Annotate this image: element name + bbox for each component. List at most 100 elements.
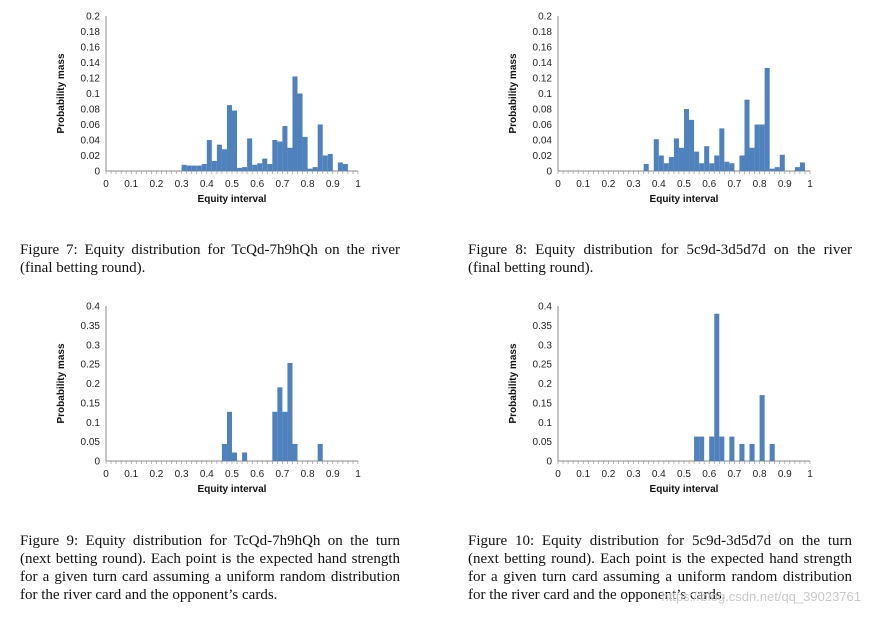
bar <box>704 146 710 171</box>
bar <box>272 140 278 171</box>
figure-8-caption: Figure 8: Equity distribution for 5c9d-3… <box>468 242 852 276</box>
y-tick-label: 0.14 <box>533 58 553 69</box>
bar <box>653 139 659 171</box>
bar <box>719 128 725 171</box>
figure-9-caption: Figure 9: Equity distribution for TcQd-7… <box>20 533 400 603</box>
bar <box>764 67 770 171</box>
x-tick-label: 0.6 <box>250 469 264 480</box>
bar <box>729 163 735 171</box>
y-tick-label: 0.3 <box>538 340 552 351</box>
bar <box>668 157 674 171</box>
x-tick-label: 1 <box>355 179 361 190</box>
figure-10-plot: 0.4 0.35 0.3 0.25 0.2 0.15 0.1 0.05 00 0.1 0.2 0.3 0… <box>508 302 813 496</box>
y-tick-label: 0.04 <box>533 136 553 147</box>
x-tick-label: 0.2 <box>149 179 163 190</box>
y-tick-label: 0 <box>546 457 552 468</box>
bar <box>327 153 333 171</box>
y-tick-label: 0.2 <box>538 12 552 23</box>
x-tick-label: 1 <box>807 469 813 480</box>
x-tick-label: 0.8 <box>753 469 767 480</box>
bar <box>799 162 805 171</box>
x-tick-label: 0.2 <box>601 469 615 480</box>
x-tick-label: 0.3 <box>175 469 189 480</box>
bar <box>216 144 222 171</box>
x-tick-label: 0.8 <box>301 179 315 190</box>
y-tick-label: 0.35 <box>81 321 101 332</box>
bar <box>684 109 690 171</box>
bar <box>257 163 263 171</box>
bar <box>724 161 730 171</box>
bar <box>287 147 293 171</box>
x-tick-label: 0.3 <box>627 469 641 480</box>
bar <box>317 124 323 171</box>
bar <box>342 164 348 171</box>
bar <box>272 411 278 461</box>
bar <box>714 313 720 461</box>
bar <box>719 436 725 461</box>
y-tick-label: 0.14 <box>81 58 101 69</box>
y-tick-label: 0.15 <box>533 398 553 409</box>
x-tick-label: 0.1 <box>124 179 138 190</box>
bar <box>221 149 227 171</box>
figure-7-chart: 0.2 0.18 0.16 0.14 0.12 0.1 0.08 0.06 0.04 0.02 0 0… <box>50 8 370 208</box>
y-tick-label: 0.1 <box>538 418 552 429</box>
figure-9-chart: 0.4 0.35 0.3 0.25 0.2 0.15 0.1 0.05 0 0 0.1 0.2 0.3 0… <box>50 298 370 503</box>
bar <box>242 167 248 171</box>
bar <box>759 395 765 461</box>
bar <box>226 105 232 171</box>
figure-7-caption: Figure 7: Equity distribution for TcQd-7… <box>20 242 400 276</box>
y-axis-title: Probability mass <box>508 53 519 133</box>
x-tick-label: 0.9 <box>778 179 792 190</box>
figure-10-chart: 0.4 0.35 0.3 0.25 0.2 0.15 0.1 0.05 0 0 0.1 0.2 0.3 0… <box>502 298 822 503</box>
bar <box>749 443 755 461</box>
y-tick-label: 0.15 <box>81 398 101 409</box>
bar <box>729 436 735 461</box>
bar <box>247 138 253 171</box>
bar <box>232 452 238 461</box>
bar <box>181 164 187 171</box>
y-tick-label: 0.25 <box>533 360 553 371</box>
bar <box>262 158 268 171</box>
bar <box>694 436 700 461</box>
x-tick-label: 0.4 <box>652 469 666 480</box>
y-axis-title: Probability mass <box>56 343 67 423</box>
bar <box>201 164 207 171</box>
bar <box>287 362 293 461</box>
bar <box>749 147 755 171</box>
x-tick-label: 0.5 <box>677 179 691 190</box>
y-tick-label: 0.06 <box>533 120 553 131</box>
y-tick-label: 0.06 <box>81 120 101 131</box>
x-tick-label: 0 <box>555 469 561 480</box>
figure-8-chart: 0.2 0.18 0.16 0.14 0.12 0.1 0.08 0.06 0.04 0.02 0 0… <box>502 8 822 208</box>
bar <box>302 136 308 171</box>
y-tick-label: 0.04 <box>81 136 101 147</box>
bar <box>242 452 248 461</box>
y-tick-label: 0.1 <box>86 89 100 100</box>
y-tick-label: 0.1 <box>538 89 552 100</box>
y-tick-label: 0 <box>94 457 100 468</box>
x-axis-title: Equity interval <box>650 484 719 495</box>
bar <box>237 167 243 171</box>
y-axis-title: Probability mass <box>56 53 67 133</box>
x-tick-label: 0.1 <box>124 469 138 480</box>
x-tick-label: 0.5 <box>677 469 691 480</box>
bar <box>769 443 775 461</box>
x-tick-label: 0.7 <box>275 469 289 480</box>
x-tick-label: 0 <box>103 469 109 480</box>
y-tick-label: 0.12 <box>533 74 553 85</box>
y-tick-label: 0.4 <box>86 302 100 313</box>
x-tick-label: 0 <box>555 179 561 190</box>
bar <box>663 163 669 171</box>
x-tick-label: 0.2 <box>149 469 163 480</box>
y-tick-label: 0.05 <box>81 437 101 448</box>
bar <box>774 167 780 171</box>
bar <box>754 124 760 171</box>
y-tick-label: 0 <box>546 167 552 178</box>
y-axis-title: Probability mass <box>508 343 519 423</box>
y-tick-label: 0.2 <box>86 379 100 390</box>
y-tick-label: 0.1 <box>86 418 100 429</box>
x-tick-label: 1 <box>355 469 361 480</box>
bar <box>699 163 705 171</box>
bar <box>297 93 303 171</box>
bar <box>694 151 700 171</box>
